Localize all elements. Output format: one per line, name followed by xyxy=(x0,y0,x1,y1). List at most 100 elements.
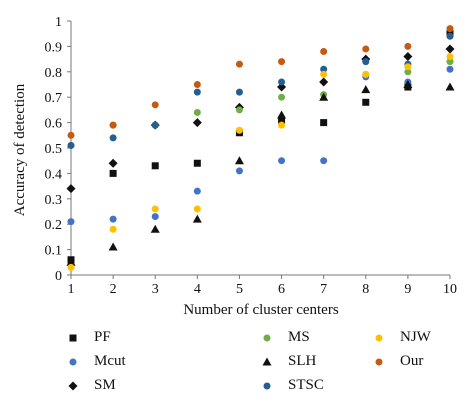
point-pf xyxy=(151,162,159,170)
x-tick-label: 2 xyxy=(110,282,117,297)
x-tick-label: 5 xyxy=(236,282,243,297)
y-tick-label: 1 xyxy=(55,15,62,30)
point-stsc xyxy=(235,88,243,96)
series-njw xyxy=(67,53,454,271)
point-stsc xyxy=(446,32,454,40)
point-njw xyxy=(193,205,201,213)
point-mcut xyxy=(320,157,328,165)
point-slh xyxy=(319,92,329,101)
y-tick-label: 0.8 xyxy=(45,66,63,81)
point-mcut xyxy=(446,65,454,73)
point-sm xyxy=(445,44,455,54)
tick-labels: 0 0.1 0.2 0.3 0.4 0.5 0.6 0.7 0.8 0.9 1 1 2 3 4 5 6 7 8 9 10 xyxy=(45,15,458,297)
y-tick-label: 0 xyxy=(55,269,62,284)
point-our xyxy=(193,81,201,88)
point-sm xyxy=(66,184,76,194)
x-tick-label: 7 xyxy=(320,282,327,297)
point-our xyxy=(151,101,159,109)
point-stsc xyxy=(109,134,117,142)
point-our xyxy=(109,121,117,129)
y-tick-label: 0.4 xyxy=(45,167,63,182)
y-tick-label: 0.2 xyxy=(45,218,63,233)
point-ms xyxy=(404,68,412,76)
point-slh xyxy=(192,214,202,223)
point-ms xyxy=(193,108,201,116)
point-njw xyxy=(67,263,75,271)
series-slh xyxy=(66,80,455,266)
point-sm xyxy=(319,77,329,87)
data-points xyxy=(66,25,455,271)
point-stsc xyxy=(67,141,75,149)
point-mcut xyxy=(109,215,117,223)
point-njw xyxy=(362,70,370,78)
y-axis-label: Accuracy of detection xyxy=(12,83,28,216)
point-pf xyxy=(278,116,286,124)
point-slh xyxy=(403,80,413,88)
point-slh xyxy=(361,85,371,94)
y-tick-label: 0.9 xyxy=(45,40,63,55)
point-mcut xyxy=(235,167,243,175)
point-stsc xyxy=(278,78,286,86)
point-sm xyxy=(403,52,413,62)
point-pf xyxy=(109,169,117,177)
point-ms xyxy=(446,58,454,66)
point-ms xyxy=(278,93,286,101)
y-tick-label: 0.5 xyxy=(45,142,63,157)
point-pf xyxy=(362,98,370,106)
point-ms xyxy=(235,106,243,114)
point-our xyxy=(235,60,243,68)
x-tick-label: 9 xyxy=(404,282,411,297)
x-tick-label: 3 xyxy=(152,282,159,297)
axes xyxy=(67,20,451,279)
point-sm xyxy=(277,82,287,92)
point-our xyxy=(362,45,370,53)
x-tick-label: 8 xyxy=(362,282,369,297)
point-mcut xyxy=(67,218,75,226)
point-pf xyxy=(320,119,328,127)
series-pf xyxy=(67,30,454,264)
point-slh xyxy=(234,156,244,165)
point-njw xyxy=(404,63,412,71)
point-njw xyxy=(109,225,117,233)
x-tick-label: 4 xyxy=(194,282,201,297)
point-mcut xyxy=(278,157,286,165)
point-njw xyxy=(446,53,454,61)
series-sm xyxy=(66,44,455,194)
point-slh xyxy=(66,257,76,266)
point-mcut xyxy=(193,187,201,195)
point-pf xyxy=(193,159,201,167)
point-njw xyxy=(320,70,328,78)
x-axis-label: Number of cluster centers xyxy=(183,302,339,318)
series-stsc xyxy=(67,32,454,149)
x-tick-label: 1 xyxy=(68,282,75,297)
y-tick-label: 0.7 xyxy=(45,91,63,106)
x-tick-label: 10 xyxy=(443,282,457,297)
point-njw xyxy=(235,126,243,134)
y-tick-label: 0.3 xyxy=(45,193,63,208)
series-our xyxy=(67,25,454,139)
y-axis-label-group: Accuracy of detection xyxy=(12,83,28,216)
point-our xyxy=(320,47,328,55)
point-njw xyxy=(278,121,286,129)
point-sm xyxy=(108,158,118,168)
point-njw xyxy=(151,205,159,213)
point-our xyxy=(446,25,454,33)
point-slh xyxy=(150,224,160,233)
point-our xyxy=(278,58,286,66)
point-our xyxy=(67,131,75,139)
y-tick-label: 0.6 xyxy=(45,117,63,132)
point-stsc xyxy=(151,121,159,129)
x-tick-label: 6 xyxy=(278,282,285,297)
point-stsc xyxy=(362,58,370,66)
y-tick-label: 0.1 xyxy=(45,244,63,259)
point-stsc xyxy=(193,88,201,96)
point-stsc xyxy=(320,65,328,73)
point-our xyxy=(404,42,412,50)
point-slh xyxy=(445,82,455,91)
series-ms xyxy=(67,58,454,149)
series-mcut xyxy=(67,65,454,226)
point-slh xyxy=(108,242,118,251)
point-mcut xyxy=(151,213,159,221)
point-sm xyxy=(192,118,202,128)
